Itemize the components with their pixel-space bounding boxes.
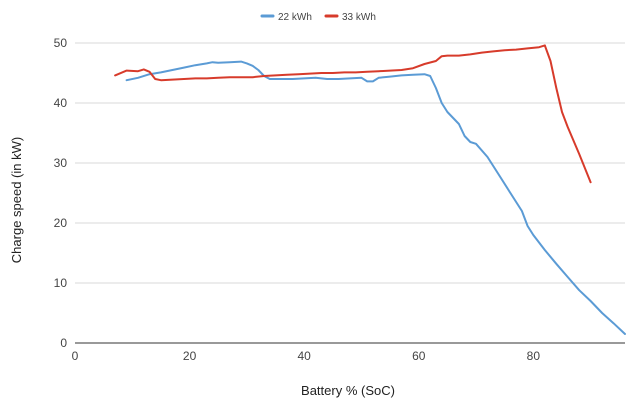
series-line-0	[125, 60, 626, 335]
x-tick-label: 20	[183, 349, 197, 363]
x-tick-label: 0	[72, 349, 79, 363]
y-tick-label: 40	[54, 96, 68, 110]
legend-label-1: 33 kWh	[342, 12, 376, 23]
legend: 22 kWh 33 kWh	[260, 12, 376, 23]
y-tick-label: 30	[54, 156, 68, 170]
watermark: ev世纪	[588, 387, 634, 403]
y-tick-label: 10	[54, 276, 68, 290]
y-tick-label: 50	[54, 36, 68, 50]
x-tick-label: 80	[527, 349, 541, 363]
y-axis-title: Charge speed (in kW)	[9, 137, 24, 263]
legend-label-0: 22 kWh	[278, 12, 312, 23]
series-line-1	[114, 44, 592, 184]
y-tick-label: 20	[54, 216, 68, 230]
series-lines	[114, 44, 626, 335]
x-tick-label: 60	[412, 349, 426, 363]
y-tick-labels: 0 10 20 30 40 50	[54, 36, 68, 350]
x-axis-title: Battery % (SoC)	[301, 383, 395, 398]
gridlines	[75, 42, 625, 284]
x-tick-label: 40	[297, 349, 311, 363]
y-tick-label: 0	[60, 336, 67, 350]
x-tick-labels: 0 20 40 60 80	[72, 349, 541, 363]
